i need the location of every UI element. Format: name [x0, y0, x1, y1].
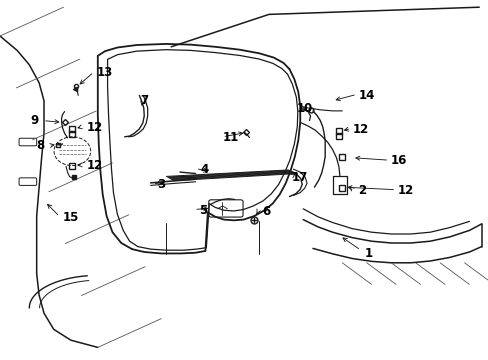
Text: 8: 8 — [36, 139, 44, 152]
Text: 12: 12 — [352, 123, 368, 136]
Text: 1: 1 — [365, 247, 372, 260]
Text: 2: 2 — [357, 184, 365, 197]
Text: 9: 9 — [30, 114, 38, 127]
Text: 11: 11 — [222, 131, 239, 144]
Text: 12: 12 — [397, 184, 413, 197]
Text: 3: 3 — [157, 178, 165, 191]
Text: 4: 4 — [200, 163, 208, 176]
Text: 10: 10 — [296, 102, 312, 115]
Text: 6: 6 — [262, 205, 270, 218]
Text: 15: 15 — [62, 211, 79, 224]
Text: 16: 16 — [389, 154, 406, 167]
Text: 13: 13 — [97, 66, 113, 78]
Text: 17: 17 — [291, 171, 307, 184]
Text: 12: 12 — [86, 159, 102, 172]
Text: 7: 7 — [140, 94, 148, 107]
Text: 14: 14 — [358, 89, 374, 102]
Text: 12: 12 — [86, 121, 102, 134]
Text: 5: 5 — [199, 204, 206, 217]
